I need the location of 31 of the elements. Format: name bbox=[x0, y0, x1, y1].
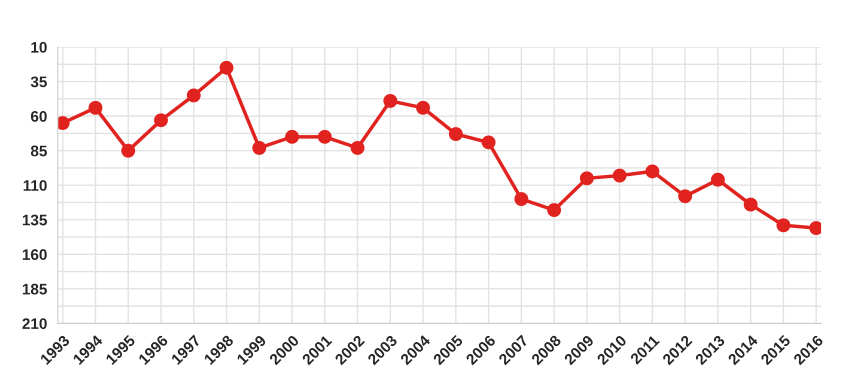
point bbox=[88, 100, 102, 115]
point bbox=[416, 100, 430, 115]
point bbox=[710, 172, 725, 187]
y-tick-label: 135 bbox=[22, 214, 47, 226]
point bbox=[383, 94, 398, 108]
point bbox=[252, 140, 266, 155]
point bbox=[744, 198, 758, 212]
point bbox=[220, 60, 234, 75]
y-tick-label: 160 bbox=[22, 249, 47, 260]
y-tick-label: 110 bbox=[24, 180, 47, 191]
y-tick-label: 210 bbox=[22, 318, 47, 330]
point bbox=[580, 171, 594, 186]
point bbox=[482, 135, 496, 150]
point bbox=[318, 130, 332, 144]
point bbox=[776, 218, 790, 232]
y-tick-label: 10 bbox=[31, 42, 47, 53]
y-tick-label: 85 bbox=[30, 146, 47, 156]
y-tick-label: 60 bbox=[30, 111, 47, 122]
point bbox=[645, 164, 660, 178]
point bbox=[514, 192, 528, 206]
y-tick-label: 185 bbox=[22, 284, 47, 295]
point bbox=[285, 130, 299, 144]
point bbox=[121, 144, 136, 158]
point bbox=[350, 140, 364, 155]
point bbox=[448, 127, 463, 142]
point bbox=[612, 168, 627, 182]
point bbox=[186, 88, 201, 102]
point bbox=[154, 113, 168, 128]
point bbox=[678, 189, 692, 204]
y-tick-label: 35 bbox=[30, 76, 47, 88]
point bbox=[547, 203, 562, 218]
